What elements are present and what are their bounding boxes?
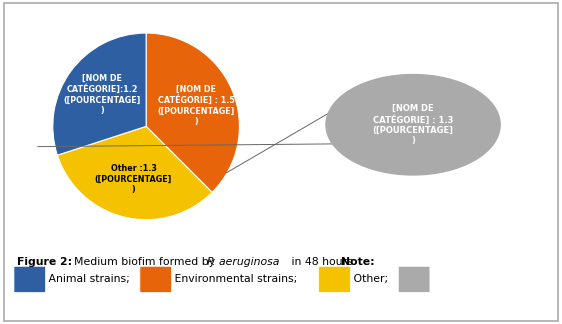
Wedge shape	[146, 33, 239, 192]
Circle shape	[326, 75, 500, 175]
Text: Environmental strains;: Environmental strains;	[171, 274, 298, 284]
Text: in 48 hours.: in 48 hours.	[288, 257, 360, 267]
Wedge shape	[53, 33, 146, 155]
Text: Note:: Note:	[341, 257, 375, 267]
Text: Other :1.3
([POURCENTAGE]
): Other :1.3 ([POURCENTAGE] )	[95, 164, 172, 194]
Text: [NOM DE
CATÉGORIE] : 1.5
([POURCENTAGE]
): [NOM DE CATÉGORIE] : 1.5 ([POURCENTAGE] …	[157, 85, 235, 126]
Text: Figure 2:: Figure 2:	[17, 257, 72, 267]
Text: [NOM DE
CATÉGORIE]:1.2
([POURCENTAGE]
): [NOM DE CATÉGORIE]:1.2 ([POURCENTAGE] )	[64, 74, 141, 115]
Text: P. aeruginosa: P. aeruginosa	[207, 257, 280, 267]
FancyBboxPatch shape	[398, 266, 430, 292]
Text: [NOM DE
CATÉGORIE] : 1.3
([POURCENTAGE]
): [NOM DE CATÉGORIE] : 1.3 ([POURCENTAGE] …	[373, 104, 454, 145]
Text: Animal strains;: Animal strains;	[46, 274, 134, 284]
FancyBboxPatch shape	[14, 266, 46, 292]
Text: Medium biofim formed by: Medium biofim formed by	[74, 257, 219, 267]
FancyBboxPatch shape	[140, 266, 171, 292]
FancyBboxPatch shape	[319, 266, 350, 292]
Text: Other;: Other;	[350, 274, 392, 284]
Wedge shape	[57, 126, 212, 220]
